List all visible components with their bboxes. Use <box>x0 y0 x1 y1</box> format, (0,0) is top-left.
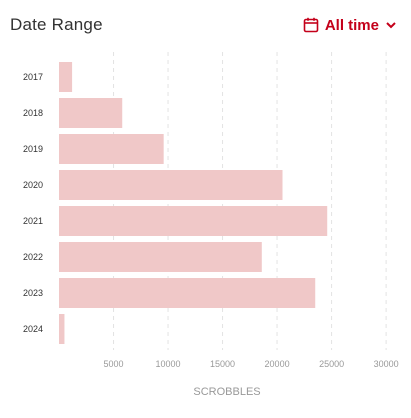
y-tick-label: 2019 <box>23 144 43 154</box>
date-range-label: All time <box>324 16 379 34</box>
bar-2022[interactable] <box>59 242 262 272</box>
bar-2017[interactable] <box>59 62 73 92</box>
y-tick-label: 2020 <box>23 180 43 190</box>
y-tick-label: 2022 <box>23 252 43 262</box>
x-axis-label: SCROBBLES <box>193 386 260 398</box>
bar-2023[interactable] <box>59 278 316 308</box>
x-tick-label: 25000 <box>319 359 344 369</box>
bar-2018[interactable] <box>59 98 123 128</box>
bar-2024[interactable] <box>59 314 65 344</box>
y-tick-label: 2021 <box>23 216 43 226</box>
calendar-icon <box>303 17 319 33</box>
bar-2020[interactable] <box>59 170 283 200</box>
y-tick-label: 2023 <box>23 288 43 298</box>
x-tick-label: 10000 <box>156 359 181 369</box>
x-tick-label: 15000 <box>210 359 235 369</box>
page-title: Date Range <box>10 15 103 34</box>
x-tick-label: 20000 <box>265 359 290 369</box>
bar-2021[interactable] <box>59 206 328 236</box>
x-tick-label: 5000 <box>104 359 124 369</box>
date-range-dropdown[interactable]: All time <box>303 12 397 38</box>
y-tick-label: 2017 <box>23 72 43 82</box>
chevron-down-icon <box>385 19 397 31</box>
x-tick-label: 30000 <box>374 359 399 369</box>
y-tick-label: 2018 <box>23 108 43 118</box>
y-tick-label: 2024 <box>23 324 43 334</box>
header: Date Range All time <box>0 0 411 52</box>
bar-2019[interactable] <box>59 134 164 164</box>
scrobbles-bar-chart: 2017 2018 2019 2020 2021 2022 2023 2024 5000 1000… <box>23 52 399 398</box>
